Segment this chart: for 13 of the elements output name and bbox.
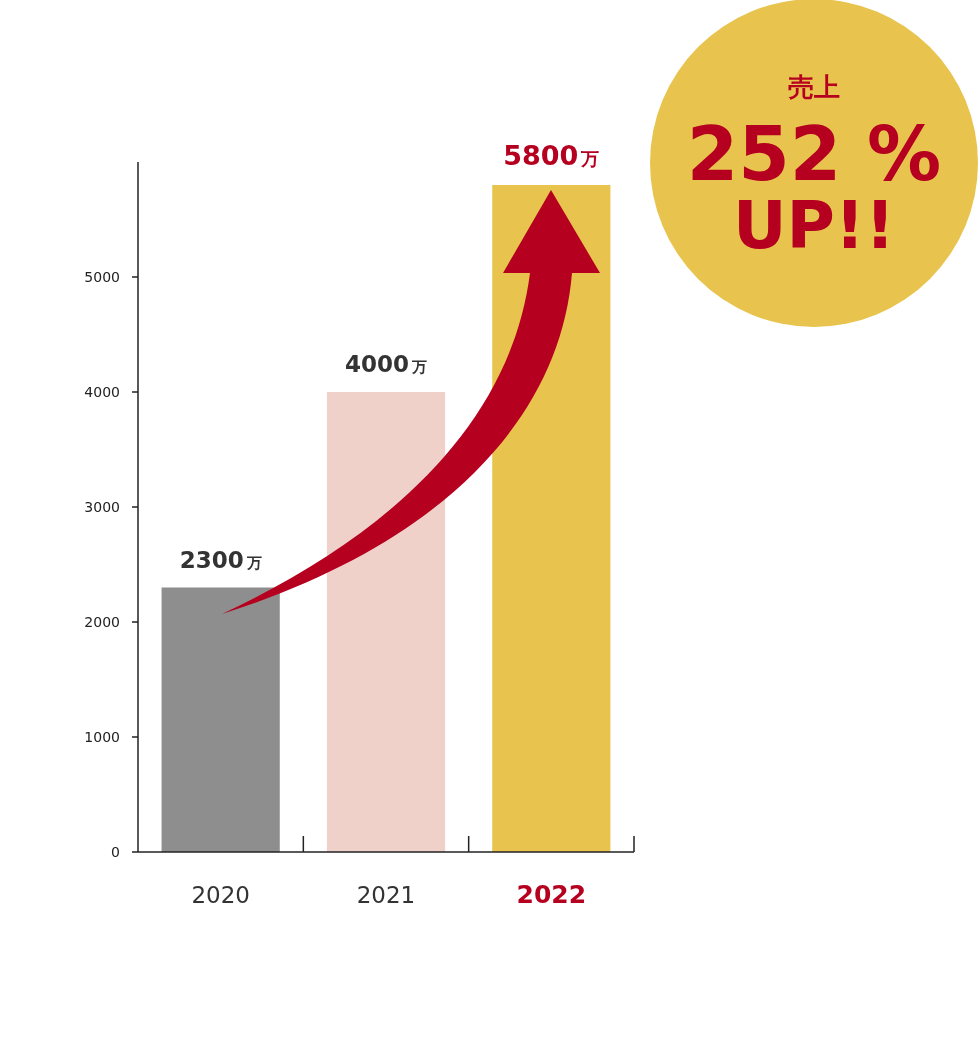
- y-tick-label: 5000: [84, 269, 120, 285]
- x-tick-label: 2022: [516, 880, 587, 909]
- text: 売上 252 % UP!!: [686, 72, 942, 264]
- y-tick-label: 4000: [84, 384, 120, 400]
- bar: [326, 392, 446, 852]
- y-tick-label: 0: [111, 844, 120, 860]
- data-label: 5800万: [503, 140, 600, 171]
- y-tick-label: 2000: [84, 614, 120, 630]
- x-tick-label: 2020: [191, 882, 250, 908]
- bar: [161, 587, 280, 852]
- y-tick-label: 3000: [84, 499, 120, 515]
- y-tick-label: 1000: [84, 729, 120, 745]
- x-tick-label: 2021: [356, 882, 416, 908]
